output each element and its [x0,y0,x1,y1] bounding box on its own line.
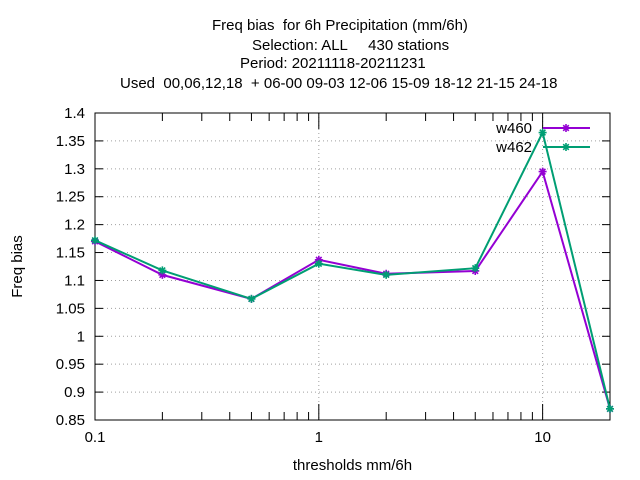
x-tick-label: 10 [534,429,551,446]
data-point [91,236,99,245]
y-axis-label: Freq bias [9,235,26,298]
data-point [562,124,570,132]
x-tick-label: 0.1 [85,429,106,446]
series-line [94,169,611,410]
data-point [538,128,547,137]
y-tick-label: 1.15 [56,245,85,262]
series-lines [91,128,614,413]
title-line-2: Selection: ALL 430 stations [252,37,450,54]
plot-area-frame [94,112,611,421]
y-tick-label: 1 [77,328,85,345]
y-tick-label: 1.05 [56,300,85,317]
y-tick-label: 0.85 [56,412,85,429]
y-tick-label: 1.35 [56,133,85,150]
title-line-1: Freq bias for 6h Precipitation (mm/6h) [212,17,468,34]
series-w460 [91,167,614,413]
y-tick-label: 1.3 [64,161,85,178]
y-tick-label: 1.1 [64,272,85,289]
data-point [471,264,480,273]
data-point [382,270,391,279]
axis-ticks: 0.85 0.9 0.95 1 1.05 1.1 1.15 1.2 1.25 1.3 1.35 1.4… [56,105,610,446]
data-point [538,167,547,176]
data-point [562,143,570,151]
y-tick-label: 1.2 [64,217,85,234]
data-point [158,266,167,275]
series-line [94,129,611,410]
data-point [314,259,323,268]
x-axis-label: thresholds mm/6h [293,457,412,474]
data-point [606,404,614,413]
x-tick-label: 1 [315,429,323,446]
y-tick-label: 1.4 [64,105,85,122]
y-tick-label: 0.95 [56,356,85,373]
data-point [158,270,167,279]
title-line-4: Used 00,06,12,18 + 06-00 09-03 12-06 15-… [120,75,558,92]
legend: w460 w462 [495,120,590,156]
y-tick-label: 0.9 [64,384,85,401]
legend-label: w462 [495,139,532,156]
title-line-3: Period: 20211118-20211231 [240,55,426,72]
y-tick-label: 1.25 [56,189,85,206]
data-point [247,294,256,303]
legend-label: w460 [495,120,532,137]
series-w462 [91,128,614,413]
